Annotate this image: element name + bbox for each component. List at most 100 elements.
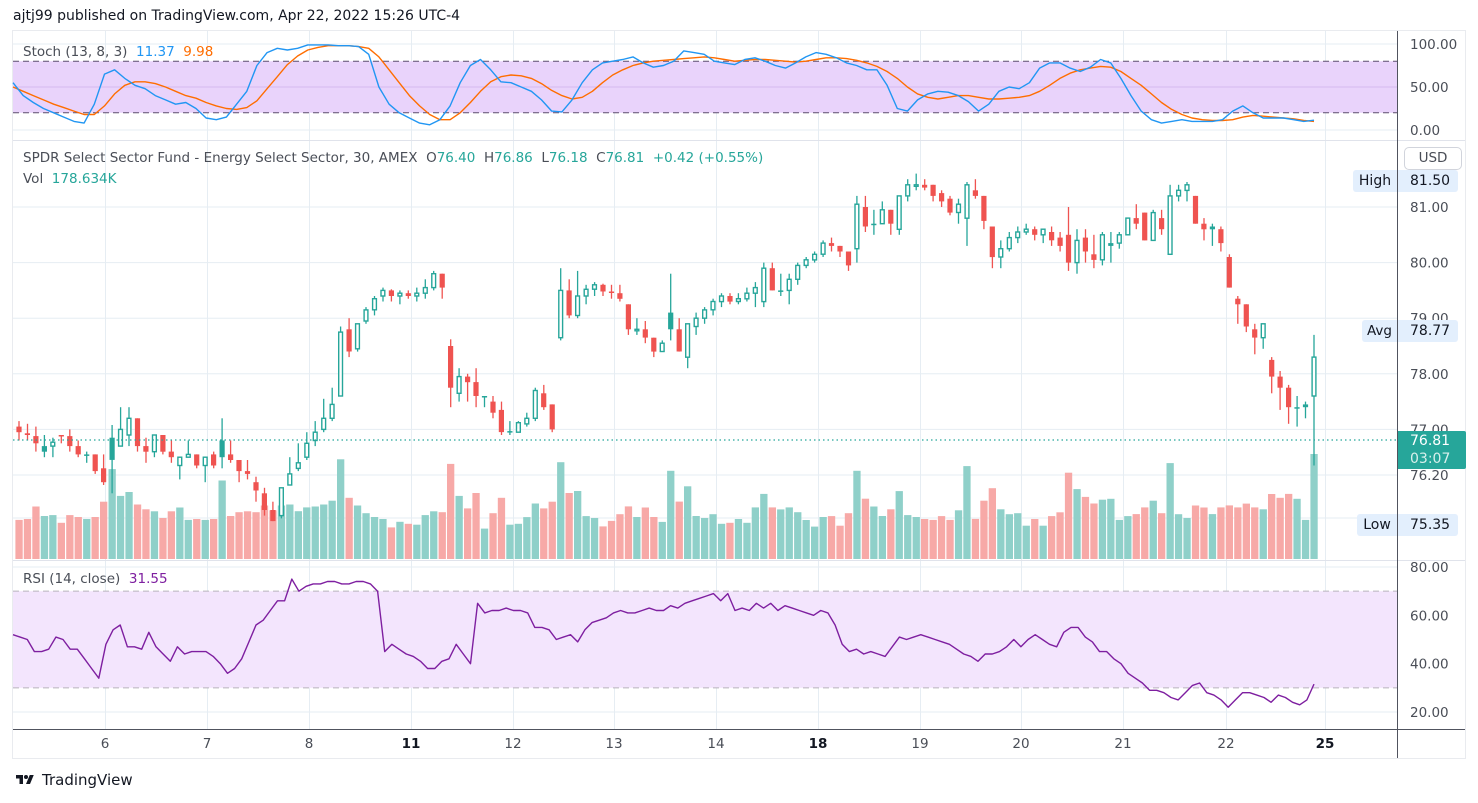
volume-bar <box>971 518 980 559</box>
candle-body <box>202 456 208 467</box>
candle-body <box>1209 226 1215 230</box>
avg-marker-value: 78.77 <box>1398 320 1458 342</box>
candle <box>854 195 860 263</box>
candle-body <box>1294 407 1300 409</box>
volume-bar <box>1276 497 1284 559</box>
volume-bar <box>404 523 412 559</box>
candle <box>414 287 420 302</box>
volume-bar <box>557 462 565 559</box>
volume-bar <box>303 507 311 559</box>
candle <box>524 412 530 427</box>
volume-bar <box>565 493 573 559</box>
candle-body <box>16 426 22 433</box>
candle-body <box>185 453 191 458</box>
candle-body <box>862 207 868 227</box>
volume-bar <box>464 508 472 559</box>
tradingview-logo[interactable]: TradingView <box>13 771 133 789</box>
candle-body <box>1015 231 1021 239</box>
candle-body <box>989 226 995 258</box>
candle <box>972 179 978 199</box>
time-tick-label: 11 <box>402 736 421 752</box>
candle <box>1049 226 1055 246</box>
volume-bar <box>66 515 74 559</box>
volume-bar <box>819 517 827 559</box>
main-pane <box>13 173 1397 559</box>
rsi-pane <box>12 578 1397 708</box>
candle <box>828 237 835 252</box>
time-tick-label: 6 <box>101 736 110 752</box>
candle <box>473 368 479 408</box>
volume-bar <box>23 519 32 559</box>
candle-body <box>126 417 132 436</box>
candle-body <box>685 323 691 358</box>
volume-bar <box>921 519 929 559</box>
candle <box>363 307 369 324</box>
stoch-legend[interactable]: Stoch (13, 8, 3) 11.37 9.98 <box>23 44 213 60</box>
candle-body <box>160 435 166 452</box>
candle <box>160 435 166 455</box>
candle-body <box>634 328 640 332</box>
candle <box>1286 384 1292 424</box>
candle-body <box>1108 243 1114 246</box>
currency-button[interactable]: USD <box>1404 147 1462 170</box>
candle-body <box>905 184 911 197</box>
candle-body <box>1150 211 1156 242</box>
volume-legend[interactable]: Vol 178.634K <box>23 171 116 187</box>
volume-bar <box>125 492 133 559</box>
candle-body <box>1091 254 1097 260</box>
candle <box>465 373 471 402</box>
candle <box>1184 182 1190 202</box>
candle-body <box>879 209 885 225</box>
volume-bar <box>895 491 903 559</box>
candle-body <box>820 242 826 255</box>
candle-body <box>947 198 953 213</box>
rsi-tick-label: 80.00 <box>1410 560 1449 576</box>
volume-bar <box>1081 496 1090 559</box>
candle-body <box>414 292 420 297</box>
candle-body <box>278 487 284 517</box>
volume-bar <box>252 512 260 559</box>
rsi-value: 31.55 <box>128 571 168 587</box>
candle <box>930 184 936 202</box>
volume-bar <box>235 512 243 559</box>
volume-bar <box>540 508 548 559</box>
main-legend[interactable]: SPDR Select Sector Fund - Energy Select … <box>23 150 763 166</box>
candle <box>143 437 149 463</box>
candle-body <box>524 417 530 425</box>
tradingview-logo-icon <box>16 775 34 784</box>
volume-bar <box>954 510 963 559</box>
volume-bar <box>650 517 658 559</box>
volume-bar <box>159 518 167 559</box>
candle-body <box>752 286 758 294</box>
volume-bar <box>472 493 480 559</box>
volume-bar <box>794 512 802 559</box>
candle-body <box>702 309 708 319</box>
candle-body <box>134 418 141 447</box>
volume-bar <box>133 504 142 559</box>
volume-bar <box>904 515 912 559</box>
volume-bar <box>142 509 150 559</box>
open-value: 76.40 <box>436 150 476 166</box>
candle-body <box>1286 387 1292 408</box>
candle <box>58 435 64 444</box>
candle-body <box>998 247 1004 258</box>
volume-bar <box>1064 472 1073 559</box>
volume-bar <box>734 519 743 559</box>
candle <box>702 307 708 324</box>
candle-body <box>109 437 115 460</box>
volume-bar <box>1090 503 1098 559</box>
candle <box>202 456 208 483</box>
candle-body <box>828 243 835 246</box>
candle <box>1159 209 1165 235</box>
rsi-legend[interactable]: RSI (14, close) 31.55 <box>23 571 168 587</box>
candle <box>1175 184 1182 202</box>
candle <box>448 339 454 408</box>
candle <box>1032 226 1038 241</box>
candle-body <box>287 473 293 486</box>
stoch-tick-label: 0.00 <box>1410 123 1440 139</box>
volume-bar <box>243 511 252 559</box>
low-marker-label: Low <box>1357 514 1397 536</box>
candle-body <box>507 431 513 433</box>
candle <box>456 368 462 402</box>
